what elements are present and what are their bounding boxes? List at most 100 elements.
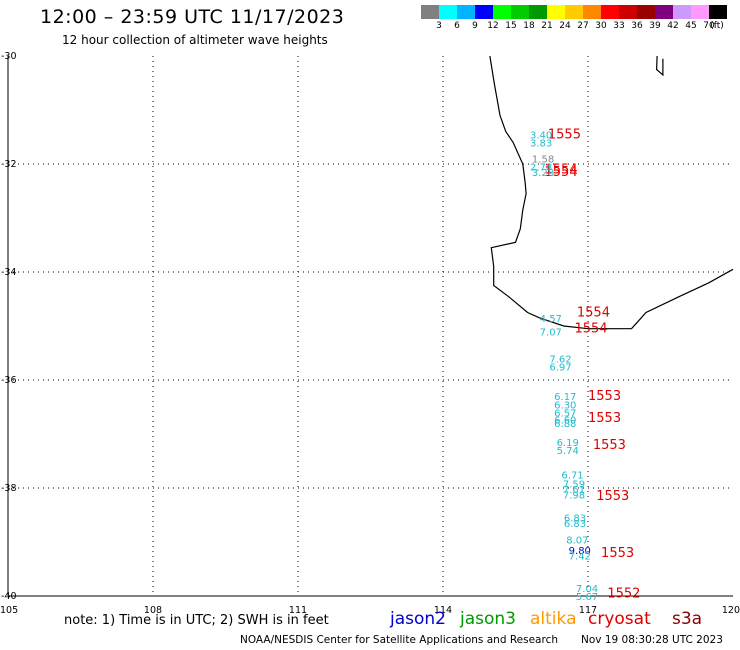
map-title: 12:00 – 23:59 UTC 11/17/2023 — [40, 6, 345, 28]
wave-height-label: 7.42 — [569, 552, 591, 563]
pass-label: 1553 — [596, 489, 629, 504]
coastline-segment — [489, 55, 734, 330]
colorbar-swatch — [457, 5, 475, 19]
wave-height-label: 7.61 — [563, 485, 585, 496]
wave-height-label: 6.88 — [554, 419, 576, 430]
footer-credit: NOAA/NESDIS Center for Satellite Applica… — [240, 634, 558, 646]
lon-tick-label: 111 — [289, 605, 307, 616]
satellite-legend-cryosat: cryosat — [588, 609, 651, 629]
colorbar-swatch — [655, 5, 673, 19]
wave-height-label: 6.83 — [564, 519, 586, 530]
coastline-segment — [655, 55, 664, 77]
coastline — [489, 55, 734, 330]
pass-label: 1554 — [545, 165, 578, 180]
satellite-legend-jason2: jason2 — [390, 609, 446, 629]
lon-tick-label: 114 — [434, 605, 452, 616]
colorbar-swatch — [709, 5, 727, 19]
wave-height-label: 3.83 — [530, 138, 552, 149]
colorbar-swatch — [439, 5, 457, 19]
lat-tick-label: -32 — [1, 159, 17, 170]
colorbar-swatch — [493, 5, 511, 19]
colorbar-label: 30 — [595, 21, 607, 31]
wave-height-label: 6.57 — [554, 408, 576, 419]
lat-tick-label: -38 — [1, 483, 17, 494]
map-subtitle: 12 hour collection of altimeter wave hei… — [62, 33, 328, 47]
lon-tick-label: 117 — [579, 605, 597, 616]
axis-tick-labels: 105 108 111 114 117 120 -30 -32 -34 -36 -38 -40 — [0, 51, 740, 616]
wave-height-label: 2.78 — [530, 163, 552, 174]
wave-height-label: 7.07 — [540, 327, 562, 338]
lat-tick-label: -30 — [1, 51, 17, 62]
pass-label: 1553 — [593, 438, 626, 453]
colorbar-swatch — [673, 5, 691, 19]
colorbar-label: 70 — [703, 21, 715, 31]
lon-tick-label: 120 — [722, 605, 740, 616]
colorbar-swatch — [691, 5, 709, 19]
colorbar-label: 27 — [577, 21, 589, 31]
colorbar-swatch — [529, 5, 547, 19]
wave-height-label: 7.04 — [576, 584, 598, 595]
wave-height-label: 6.83 — [564, 514, 586, 525]
wave-height-labels: 3.403.83 1.582.783.28 4.57 7.07 7.626.97 6.17… — [530, 130, 598, 603]
lat-tick-label: -36 — [1, 375, 17, 386]
colorbar-swatch — [601, 5, 619, 19]
colorbar-swatch — [565, 5, 583, 19]
pass-label: 1554 — [574, 322, 607, 337]
units-note: note: 1) Time is in UTC; 2) SWH is in fe… — [64, 613, 329, 628]
wave-height-label: 6.97 — [549, 363, 571, 374]
colorbar-label: 36 — [631, 21, 643, 31]
satellite-legend-jason3: jason3 — [460, 609, 516, 629]
pass-label: 1553 — [601, 546, 634, 561]
colorbar-label: 33 — [613, 21, 625, 31]
wave-height-label: 7.62 — [549, 354, 571, 365]
colorbar-label: 39 — [649, 21, 661, 31]
wave-height-label: 5.74 — [557, 446, 579, 457]
lat-tick-label: -40 — [1, 591, 17, 602]
colorbar-swatch — [583, 5, 601, 19]
footer-timestamp: Nov 19 08:30:28 UTC 2023 — [581, 634, 723, 646]
pass-label: 1553 — [588, 411, 621, 426]
lat-tick-label: -34 — [1, 267, 17, 278]
wave-height-label: 1.58 — [532, 155, 554, 166]
wave-height-label: 4.57 — [540, 314, 562, 325]
wave-height-label: 6.30 — [554, 400, 576, 411]
wave-height-label: 7.98 — [563, 490, 585, 501]
colorbar-label: 21 — [541, 21, 553, 31]
colorbar-swatch — [421, 5, 439, 19]
colorbar-swatch — [547, 5, 565, 19]
wave-height-label: 3.40 — [530, 130, 552, 141]
colorbar-swatch — [511, 5, 529, 19]
colorbar-label: 24 — [559, 21, 571, 31]
pass-label: 1552 — [607, 586, 640, 601]
wave-height-label: 8.07 — [566, 535, 588, 546]
colorbar-label: 15 — [505, 21, 517, 31]
wave-height-label: 7.59 — [563, 480, 585, 491]
pass-label: 1554 — [577, 306, 610, 321]
pass-label: 1553 — [588, 389, 621, 404]
colorbar-swatch — [637, 5, 655, 19]
wave-height-label: 6.19 — [557, 438, 579, 449]
map-grid — [8, 56, 733, 596]
wave-height-label: 6.17 — [554, 392, 576, 403]
satellite-legend-altika: altika — [530, 609, 577, 629]
colorbar-label: (ft) — [710, 21, 724, 31]
pass-label: 1555 — [548, 127, 581, 142]
map-frame — [7, 56, 733, 597]
lon-tick-label: 108 — [144, 605, 162, 616]
wave-height-label: 5.67 — [576, 592, 598, 603]
pass-labels: 1555155415541554155415531553155315531553… — [545, 127, 641, 601]
colorbar-label: 42 — [667, 21, 679, 31]
colorbar-label: 9 — [472, 21, 478, 31]
pass-label: 1554 — [545, 162, 578, 177]
colorbar-swatch — [619, 5, 637, 19]
wave-height-label: 3.28 — [532, 168, 554, 179]
wave-height-label: 6.71 — [561, 471, 583, 482]
colorbar-label: 45 — [685, 21, 697, 31]
colorbar-label: 3 — [436, 21, 442, 31]
wave-height-colorbar — [421, 5, 727, 19]
wave-height-label: 9.80 — [569, 546, 591, 557]
satellite-legend-s3a: s3a — [672, 609, 703, 629]
colorbar-label: 18 — [523, 21, 535, 31]
colorbar-swatch — [475, 5, 493, 19]
